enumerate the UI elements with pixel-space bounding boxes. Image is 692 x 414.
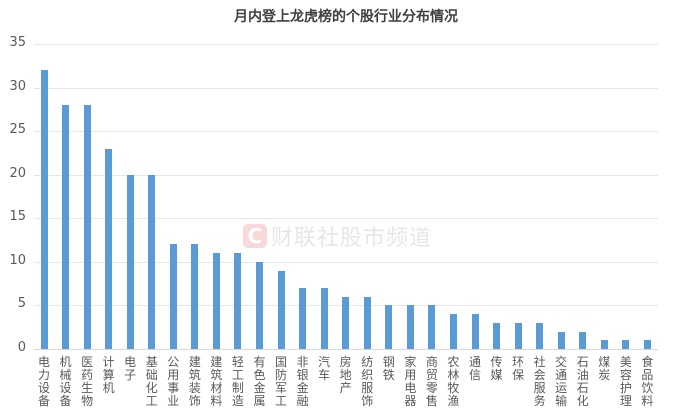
x-tick-label: 环保 — [512, 355, 525, 382]
x-tick-label: 机械设备 — [59, 355, 72, 408]
gridline — [34, 218, 658, 220]
x-tick-label: 国防军工 — [275, 355, 288, 408]
x-tick-label: 农林牧渔 — [447, 355, 460, 408]
y-tick-label: 30 — [9, 78, 26, 94]
bar — [385, 305, 393, 349]
gridline — [34, 44, 658, 45]
bar — [212, 253, 220, 349]
watermark-text: 财联社股市频道 — [271, 226, 433, 251]
x-tick-label: 传媒 — [490, 355, 503, 382]
gridline — [34, 174, 658, 176]
bar — [191, 244, 199, 349]
x-tick-label: 电子 — [124, 355, 137, 382]
bar — [40, 70, 48, 349]
bar — [449, 314, 457, 349]
x-tick-label: 钢铁 — [382, 355, 395, 382]
bar — [514, 322, 522, 349]
y-tick-label: 10 — [9, 252, 26, 268]
bar — [536, 322, 544, 349]
x-tick-label: 电力设备 — [37, 355, 50, 408]
bar — [83, 105, 91, 349]
bar — [493, 322, 501, 349]
bar — [643, 340, 651, 349]
x-tick-label: 公用事业 — [167, 355, 180, 408]
y-tick-label: 15 — [9, 209, 26, 225]
x-tick-label: 建筑装饰 — [188, 355, 201, 408]
bar — [363, 296, 371, 349]
gridline — [34, 87, 658, 89]
y-tick-label: 25 — [9, 122, 26, 138]
y-tick-label: 35 — [9, 35, 26, 50]
x-tick-label: 建筑材料 — [210, 355, 223, 408]
bar — [234, 253, 242, 349]
bar — [622, 340, 630, 349]
x-tick-label: 石油石化 — [576, 355, 589, 408]
bar — [62, 105, 70, 349]
x-axis-line — [34, 349, 658, 350]
x-tick-label: 社会服务 — [533, 355, 546, 408]
bar — [428, 305, 436, 349]
bar — [320, 288, 328, 349]
x-tick-label: 纺织服饰 — [361, 355, 374, 408]
y-tick-label: 20 — [9, 165, 26, 181]
bar — [277, 270, 285, 349]
x-tick-label: 食品饮料 — [641, 355, 654, 408]
bar — [169, 244, 177, 349]
x-tick-label: 煤炭 — [598, 355, 611, 382]
watermark-logo-icon: C — [243, 224, 267, 248]
x-tick-label: 非银金融 — [296, 355, 309, 408]
x-tick-label: 商贸零售 — [425, 355, 438, 408]
bar — [342, 296, 350, 349]
x-tick-label: 轻工制造 — [231, 355, 244, 408]
y-tick-label: 0 — [17, 340, 26, 355]
y-tick-label: 5 — [17, 296, 26, 312]
bar — [256, 261, 263, 349]
x-tick-label: 交通运输 — [555, 355, 568, 408]
x-tick-label: 医药生物 — [81, 355, 94, 408]
x-tick-label: 房地产 — [339, 355, 352, 395]
x-tick-label: 通信 — [468, 355, 481, 382]
bar — [471, 314, 479, 349]
bar — [126, 174, 134, 349]
bar — [148, 174, 156, 349]
bar — [105, 148, 113, 349]
x-tick-label: 有色金属 — [253, 355, 266, 408]
plot-area — [34, 44, 658, 350]
bar — [406, 305, 414, 349]
x-tick-label: 基础化工 — [145, 355, 158, 408]
bar — [557, 331, 565, 349]
bar — [600, 340, 608, 349]
chart-title: 月内登上龙虎榜的个股行业分布情况 — [234, 9, 458, 25]
bar — [299, 288, 307, 349]
x-tick-label: 汽车 — [318, 355, 331, 382]
bar — [579, 331, 587, 349]
gridline — [34, 131, 658, 133]
watermark: C 财联社股市频道 — [243, 220, 432, 252]
x-tick-label: 美容护理 — [619, 355, 632, 408]
x-tick-label: 家用电器 — [404, 355, 417, 408]
gridline — [34, 261, 658, 263]
x-tick-label: 计算机 — [102, 355, 115, 395]
